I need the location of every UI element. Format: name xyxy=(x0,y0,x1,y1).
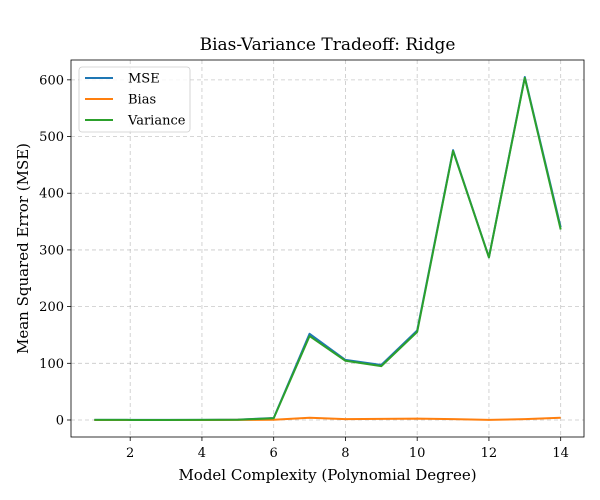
x-tick-label: 14 xyxy=(552,446,569,461)
x-tick-label: 2 xyxy=(126,446,134,461)
y-tick-label: 100 xyxy=(39,357,64,372)
y-tick-label: 400 xyxy=(39,187,64,202)
y-tick-label: 600 xyxy=(39,73,64,88)
y-tick-label: 0 xyxy=(56,413,64,428)
x-tick-label: 12 xyxy=(481,446,498,461)
y-tick-label: 500 xyxy=(39,130,64,145)
legend-label-variance: Variance xyxy=(127,114,186,129)
legend-box xyxy=(78,66,191,133)
series-lines xyxy=(94,76,562,421)
y-tick-label: 200 xyxy=(39,300,64,315)
plot-frame xyxy=(70,59,585,438)
chart-title: Bias-Variance Tradeoff: Ridge xyxy=(200,35,456,55)
legend-label-bias: Bias xyxy=(128,93,156,108)
legend: MSE Bias Variance xyxy=(78,66,191,133)
axis-ticks: 2 4 6 8 10 12 14 0 100 200 300 400 500 600 xyxy=(39,73,569,461)
x-tick-label: 6 xyxy=(270,446,278,461)
y-axis-label: Mean Squared Error (MSE) xyxy=(14,143,32,354)
legend-label-mse: MSE xyxy=(128,72,160,87)
y-tick-label: 300 xyxy=(39,243,64,258)
x-axis-label: Model Complexity (Polynomial Degree) xyxy=(178,466,476,484)
x-tick-label: 4 xyxy=(198,446,206,461)
series-line-variance xyxy=(94,76,562,421)
x-tick-label: 8 xyxy=(341,446,349,461)
x-tick-label: 10 xyxy=(409,446,426,461)
legend-entries: MSE Bias Variance xyxy=(85,72,186,129)
